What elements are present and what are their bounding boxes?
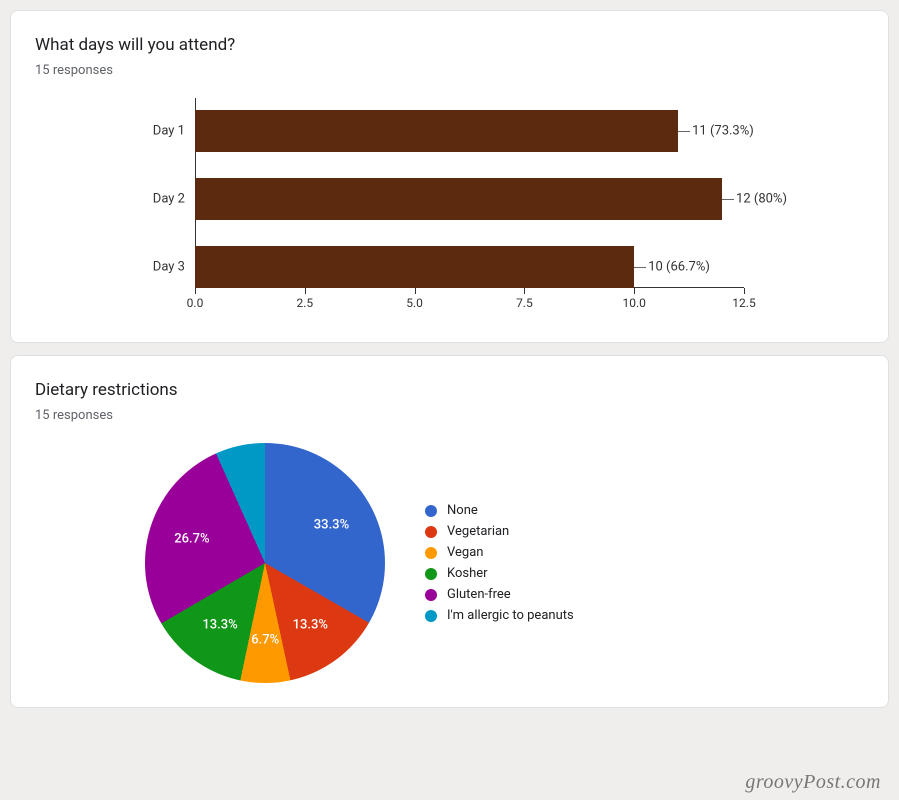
legend-item: Kosher — [425, 566, 574, 581]
legend-swatch — [425, 547, 437, 559]
attendance-subtitle: 15 responses — [35, 63, 864, 78]
bar-category-label: Day 3 — [153, 260, 195, 275]
dietary-subtitle: 15 responses — [35, 408, 864, 423]
x-tick-label: 10.0 — [622, 296, 645, 310]
legend-swatch — [425, 568, 437, 580]
dietary-pie-chart: 33.3% 13.3% 6.7% 13.3% 26.7% — [145, 443, 385, 683]
legend-swatch — [425, 610, 437, 622]
pie-slice-label: 33.3% — [314, 517, 349, 532]
x-tick-label: 12.5 — [732, 296, 755, 310]
watermark: groovyPost.com — [745, 771, 881, 794]
x-tick-label: 0.0 — [187, 296, 204, 310]
legend-label: Vegetarian — [447, 524, 509, 539]
pie-slice-label: 6.7% — [251, 632, 279, 647]
legend-item: None — [425, 503, 574, 518]
pie-slice-label: 13.3% — [293, 617, 328, 632]
attendance-bar-chart: Day 111 (73.3%) Day 212 (80%) Day 310 (66.… — [195, 98, 744, 318]
bar-row: Day 212 (80%) — [195, 178, 722, 220]
bar-value-label: 11 (73.3%) — [692, 124, 754, 139]
legend-swatch — [425, 505, 437, 517]
attendance-title: What days will you attend? — [35, 35, 864, 55]
dietary-card: Dietary restrictions 15 responses 33.3% 1… — [10, 355, 889, 708]
legend-swatch — [425, 589, 437, 601]
dietary-title: Dietary restrictions — [35, 380, 864, 400]
bar-category-label: Day 1 — [153, 124, 195, 139]
legend-label: Vegan — [447, 545, 483, 560]
pie-slice-label: 26.7% — [174, 532, 209, 547]
bar-fill — [195, 110, 678, 152]
legend-item: I'm allergic to peanuts — [425, 608, 574, 623]
bar-value-label: 10 (66.7%) — [648, 260, 710, 275]
dietary-legend: None Vegetarian Vegan Kosher Gluten-free I'm … — [425, 497, 574, 629]
legend-label: None — [447, 503, 478, 518]
bar-row: Day 310 (66.7%) — [195, 246, 634, 288]
legend-label: Gluten-free — [447, 587, 511, 602]
legend-item: Vegan — [425, 545, 574, 560]
bar-category-label: Day 2 — [153, 192, 195, 207]
x-tick-label: 5.0 — [406, 296, 423, 310]
bar-fill — [195, 246, 634, 288]
legend-item: Vegetarian — [425, 524, 574, 539]
legend-label: Kosher — [447, 566, 488, 581]
attendance-card: What days will you attend? 15 responses … — [10, 10, 889, 343]
x-tick-label: 2.5 — [296, 296, 313, 310]
pie-slice-label: 13.3% — [202, 618, 237, 633]
legend-item: Gluten-free — [425, 587, 574, 602]
bar-value-label: 12 (80%) — [736, 192, 787, 207]
bar-fill — [195, 178, 722, 220]
bar-row: Day 111 (73.3%) — [195, 110, 678, 152]
x-tick-label: 7.5 — [516, 296, 533, 310]
legend-label: I'm allergic to peanuts — [447, 608, 574, 623]
legend-swatch — [425, 526, 437, 538]
